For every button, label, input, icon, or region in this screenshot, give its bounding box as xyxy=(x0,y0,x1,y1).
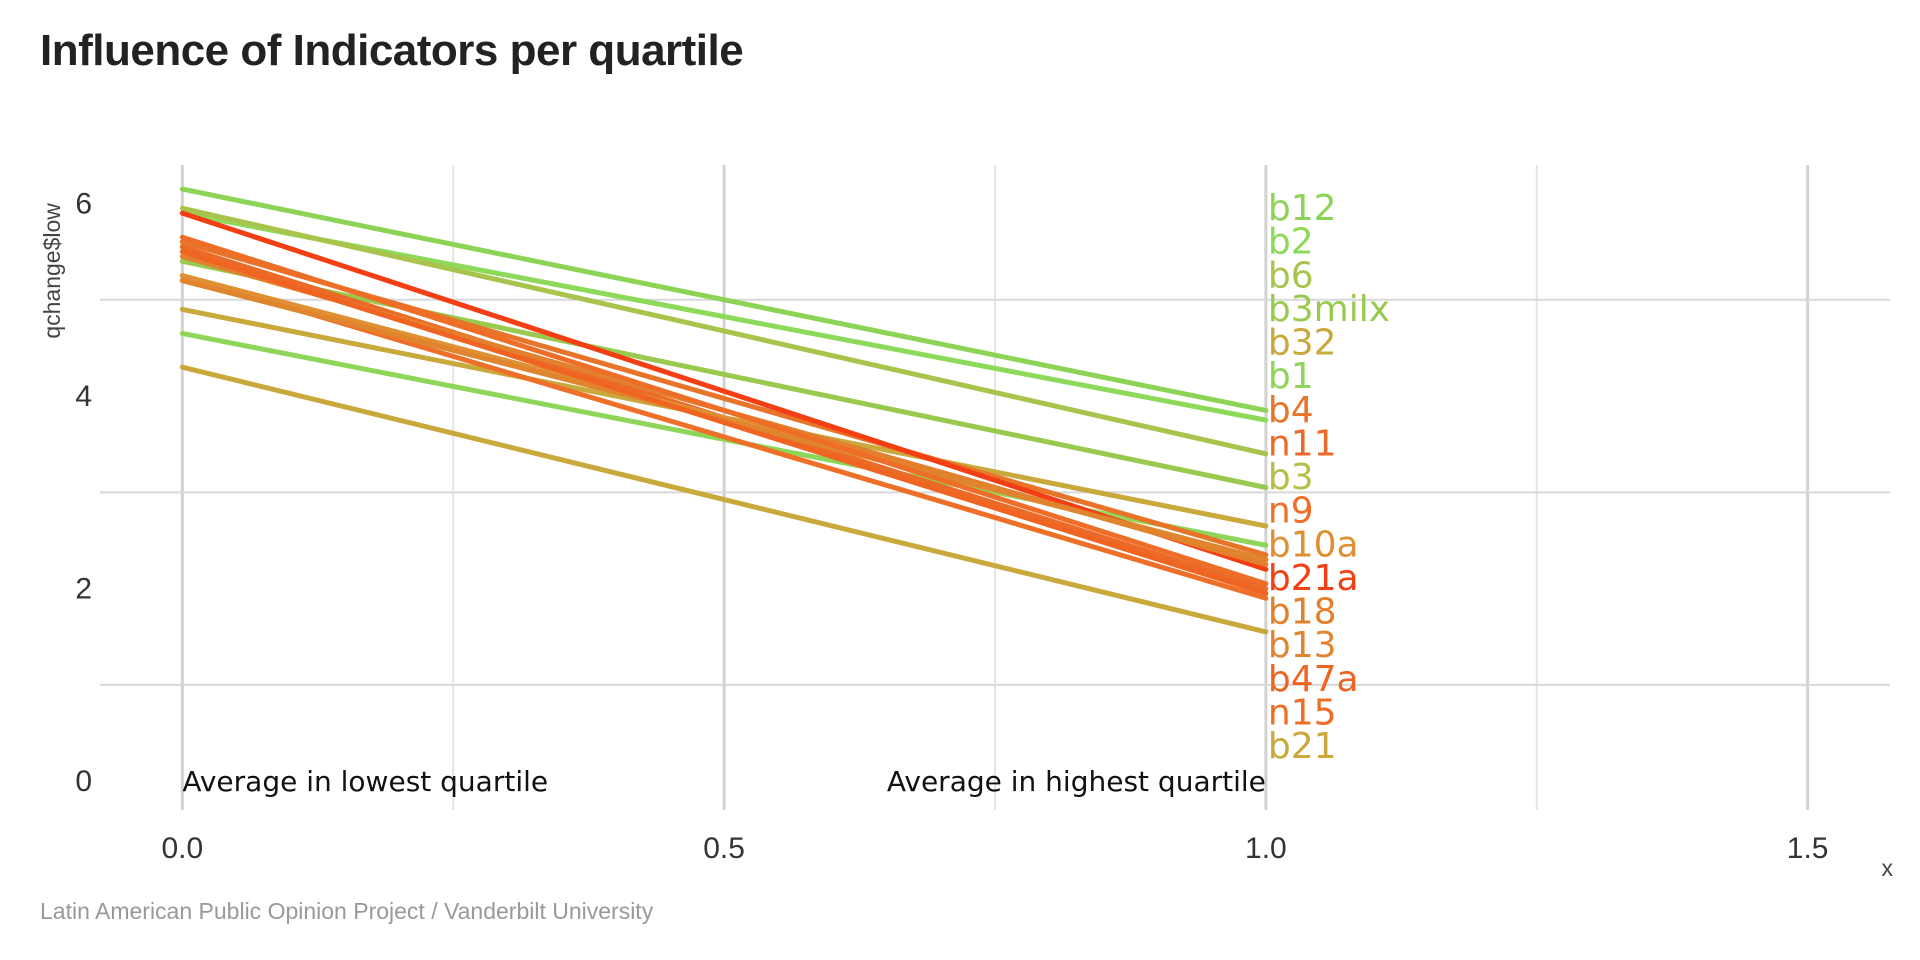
series-lines xyxy=(179,186,1269,635)
series-line-n15 xyxy=(179,234,1269,587)
series-line-b3milx xyxy=(179,258,1269,490)
series-label-b21: b21 xyxy=(1268,726,1337,767)
x-tick-label: 1.5 xyxy=(1787,832,1829,865)
x-tick-label: 0.5 xyxy=(703,832,745,865)
series-label-b10a: b10a xyxy=(1268,524,1359,565)
x-tick-label: 0.0 xyxy=(161,832,203,865)
series-label-b32: b32 xyxy=(1268,323,1337,364)
series-line-b6 xyxy=(179,205,1269,457)
series-label-b3: b3 xyxy=(1268,457,1314,498)
series-label-b12: b12 xyxy=(1268,188,1337,229)
series-line-b12 xyxy=(179,186,1269,413)
series-label-b6: b6 xyxy=(1268,255,1314,296)
series-label-b47a: b47a xyxy=(1268,659,1359,700)
series-label-n11: n11 xyxy=(1268,423,1337,464)
series-label-b13: b13 xyxy=(1268,625,1337,666)
series-line-b47a xyxy=(179,249,1269,596)
y-tick-label: 6 xyxy=(75,188,92,221)
series-label-b18: b18 xyxy=(1268,592,1337,633)
source-caption: Latin American Public Opinion Project / … xyxy=(40,898,654,924)
series-line-b21 xyxy=(179,364,1269,635)
x-axis-label: x xyxy=(1882,855,1894,881)
y-tick-label: 2 xyxy=(75,573,92,606)
series-labels: b12b2b6b3milxb32b1b4n11b3n9b10ab21ab18b1… xyxy=(1268,188,1390,767)
annotations: Average in lowest quartile Average in hig… xyxy=(182,765,1266,798)
series-label-n9: n9 xyxy=(1268,491,1314,532)
series-line-b21a xyxy=(179,210,1269,572)
y-axis-label: qchange$low xyxy=(39,203,65,339)
annotation-text: Average in lowest quartile xyxy=(182,765,548,798)
tick-labels: 0.0 0.5 1.0 1.5 0 2 4 6 xyxy=(75,188,1828,865)
annotation-text: Average in highest quartile xyxy=(887,765,1266,798)
y-tick-label: 4 xyxy=(75,380,92,413)
series-label-b21a: b21a xyxy=(1268,558,1359,599)
series-label-b1: b1 xyxy=(1268,356,1314,397)
x-tick-label: 1.0 xyxy=(1245,832,1287,865)
chart-title: Influence of Indicators per quartile xyxy=(40,26,744,75)
series-label-n15: n15 xyxy=(1268,692,1337,733)
series-label-b2: b2 xyxy=(1268,222,1314,263)
y-tick-label: 0 xyxy=(75,765,92,798)
series-label-b3milx: b3milx xyxy=(1268,289,1390,330)
series-label-b4: b4 xyxy=(1268,390,1314,431)
